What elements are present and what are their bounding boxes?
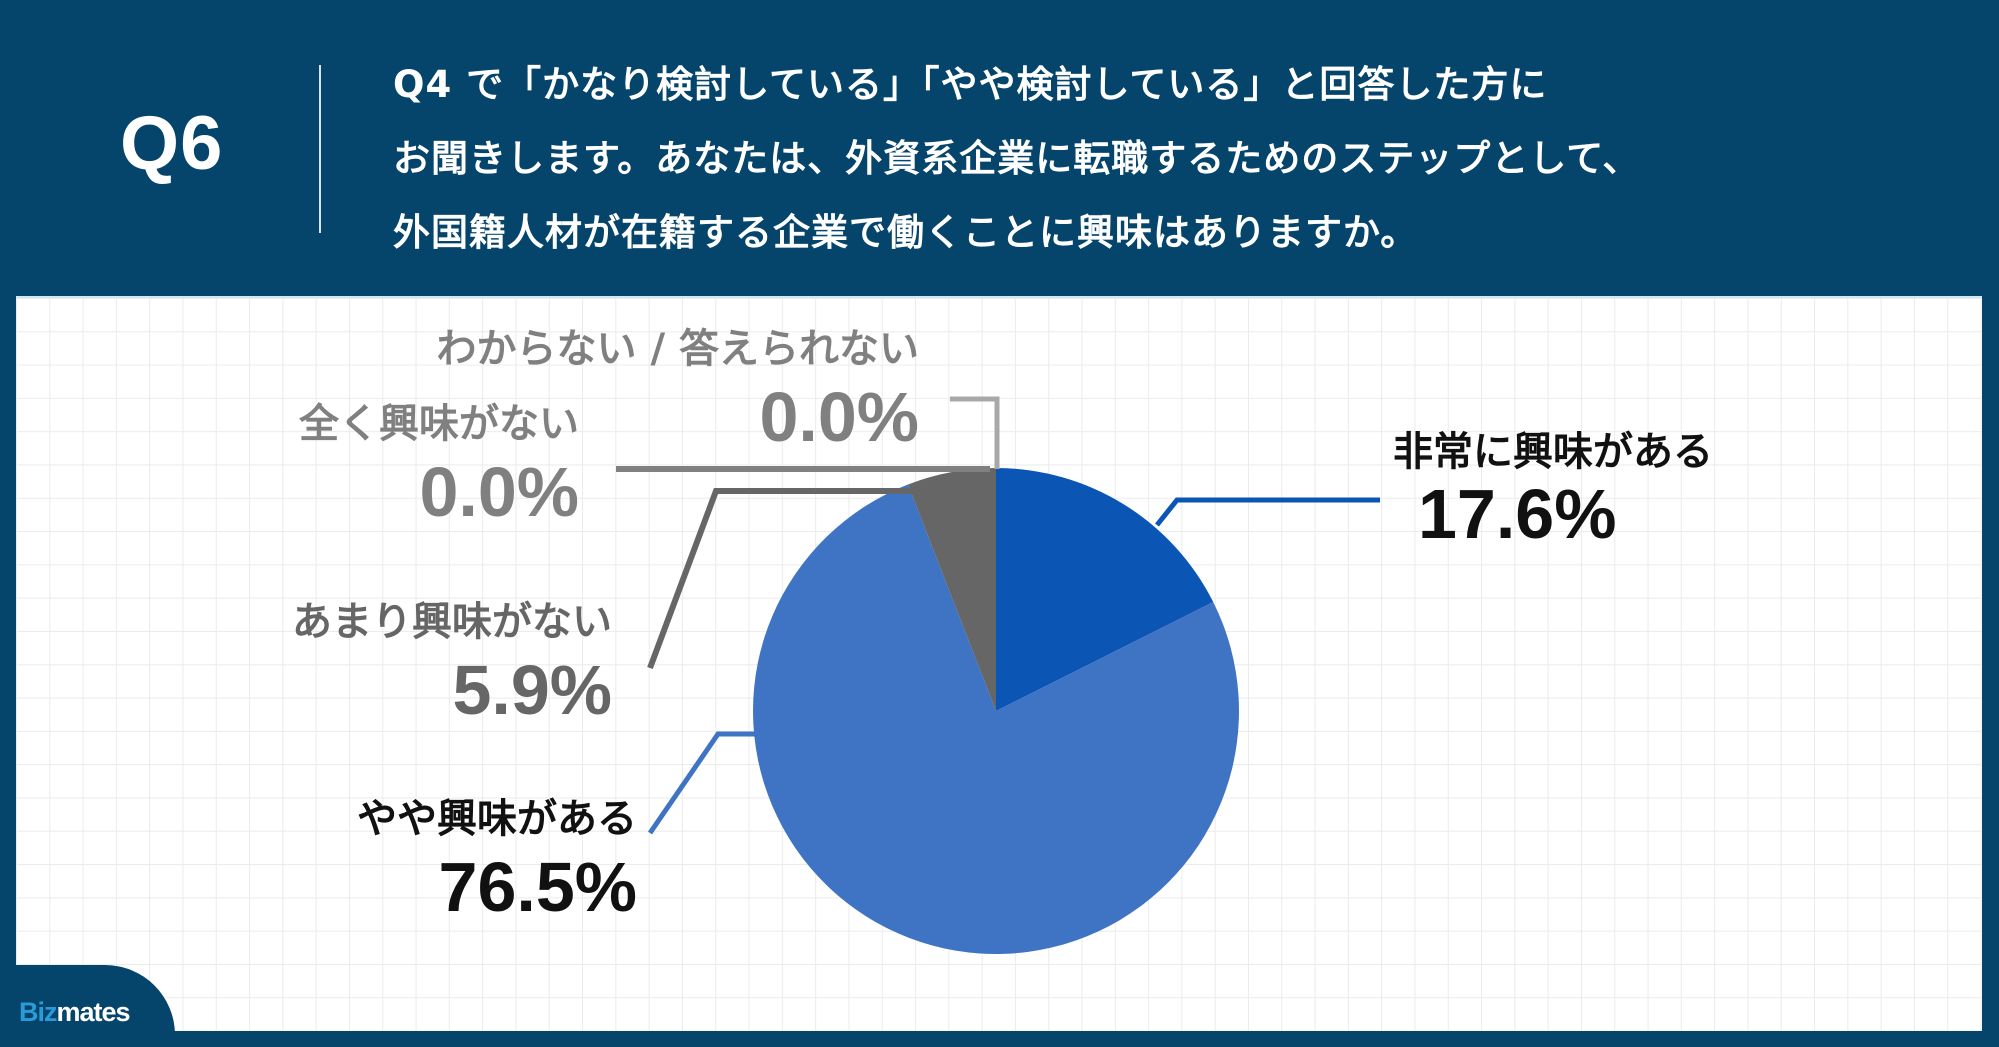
question-line-2: お聞きします。あなたは、外資系企業に転職するためのステップとして、 [393, 137, 1641, 180]
label-value: 0.0% [759, 378, 919, 456]
logo-tab [0, 965, 175, 1047]
label-somewhat-interested: やや興味がある 76.5% [357, 795, 637, 925]
header: Q6 Q4 で「かなり検討している」「やや検討している」と回答した方に お聞きし… [0, 0, 1999, 296]
label-name: あまり興味がない [292, 599, 612, 645]
question-line-3: 外国籍人材が在籍する企業で働くことに興味はありますか。 [393, 211, 1419, 254]
label-value: 76.5% [438, 848, 637, 926]
label-value: 0.0% [419, 453, 579, 531]
header-divider [319, 65, 321, 233]
label-value: 17.6% [1418, 475, 1617, 553]
leader-line-somewhat-interested [647, 731, 757, 835]
label-not-interested-at-all: 全く興味がない 0.0% [299, 400, 579, 530]
leader-line-very-interested [1155, 497, 1380, 527]
question-line-1: Q4 で「かなり検討している」「やや検討している」と回答した方に [393, 63, 1548, 106]
label-dont-know: わからない / 答えられない 0.0% [437, 325, 919, 455]
leader-line-not-very-interested [647, 488, 913, 670]
label-name: 非常に興味がある [1393, 429, 1713, 475]
label-name: わからない / 答えられない [436, 326, 919, 372]
pie-slice-somewhat-interested [753, 484, 1240, 954]
label-name: やや興味がある [357, 796, 637, 842]
label-not-very-interested: あまり興味がない 5.9% [292, 598, 612, 728]
label-very-interested: 非常に興味がある 17.6% [1393, 428, 1713, 552]
logo-biz: Biz [19, 997, 57, 1027]
logo-mates: mates [56, 997, 131, 1027]
label-value: 5.9% [452, 651, 612, 729]
bizmates-logo: Bizmates [19, 997, 131, 1028]
question-number: Q6 [120, 101, 224, 186]
question-text: Q4 で「かなり検討している」「やや検討している」と回答した方に お聞きします。… [393, 48, 1640, 270]
pie-slice-very-interested [996, 468, 1214, 711]
pie-slice-not-very-interested [907, 468, 996, 711]
leader-line-dont-know [950, 396, 1000, 469]
label-name: 全く興味がない [299, 401, 579, 447]
